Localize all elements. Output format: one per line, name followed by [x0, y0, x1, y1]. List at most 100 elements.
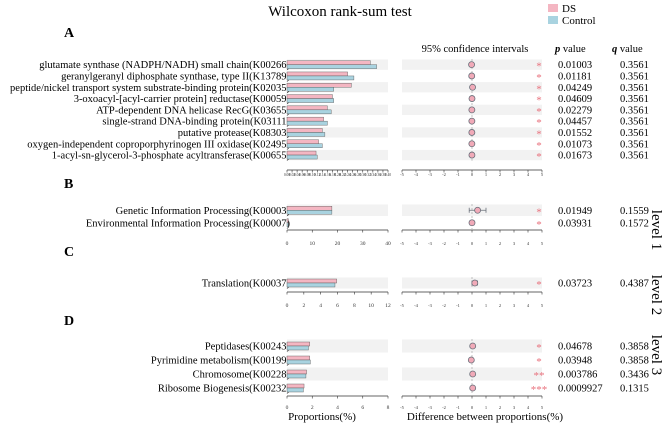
diff-tick-label: 3	[513, 172, 516, 177]
q-value: 0.3436	[620, 370, 649, 381]
row-label: 3-oxoacyl-[acyl-carrier protein] reducta…	[74, 94, 291, 105]
prop-tick-label: 0	[286, 405, 289, 411]
bar-control	[286, 345, 309, 351]
diff-point	[468, 72, 476, 80]
prop-tick-label: 4	[319, 303, 322, 309]
q-value: 0.3561	[620, 139, 649, 150]
diff-point	[467, 356, 475, 364]
bar-control	[286, 132, 326, 137]
diff-point	[468, 117, 476, 125]
q-value: 0.1559	[620, 206, 649, 217]
significance-stars: *	[536, 151, 542, 163]
p-value: 0.0009927	[558, 384, 603, 395]
row-label: Peptidases(K00243)	[205, 342, 291, 353]
prop-tick-label: 0.08	[304, 173, 310, 177]
level-label: level 1	[648, 210, 664, 250]
significance-stars: *	[536, 72, 542, 84]
p-value: 0.04678	[558, 342, 592, 353]
diff-tick-label: 3	[513, 405, 516, 410]
row-label: Chromosome(K00228)	[193, 370, 291, 381]
diff-tick-label: -5	[400, 241, 404, 246]
diff-tick-label: -2	[442, 303, 446, 308]
row-label: 1-acyl-sn-glycerol-3-phosphate acyltrans…	[52, 151, 291, 162]
x-axis-label-difference: Difference between proportions(%)	[407, 411, 564, 423]
bar-control	[286, 98, 334, 103]
significance-stars: *	[536, 95, 542, 107]
diff-point	[468, 95, 476, 102]
legend-label-control: Control	[562, 15, 596, 27]
prop-tick-label: 0.00	[284, 173, 290, 177]
diff-tick-label: 4	[527, 405, 530, 410]
diff-tick-label: 2	[499, 303, 501, 308]
diff-tick-label: -3	[428, 172, 432, 177]
diff-tick-label: -5	[400, 405, 404, 410]
p-value: 0.04457	[558, 117, 592, 128]
prop-tick-label: 0.40	[385, 173, 391, 177]
p-value: 0.01073	[558, 139, 592, 150]
prop-tick-label: 8	[353, 303, 356, 309]
significance-stars: *	[536, 356, 542, 368]
prop-tick-label: 30	[360, 241, 366, 247]
bar-control	[286, 75, 355, 81]
diff-tick-label: 3	[513, 303, 516, 308]
p-value-header: p value	[554, 44, 586, 55]
legend-label-ds: DS	[562, 3, 576, 15]
bar-control	[286, 210, 333, 215]
diff-tick-label: -1	[456, 303, 460, 308]
diff-tick-label: 1	[485, 241, 487, 246]
p-value: 0.03948	[558, 356, 592, 367]
row-label: glutamate synthase (NADPH/NADH) small ch…	[39, 60, 290, 71]
prop-tick-label: 20	[335, 241, 341, 247]
bar-ds	[286, 116, 324, 122]
prop-tick-label: 6	[361, 405, 364, 411]
p-value: 0.04609	[558, 94, 592, 105]
significance-stars: *	[536, 140, 542, 152]
row-label: putative protease(K08303)	[178, 128, 291, 139]
prop-tick-label: 10	[310, 241, 316, 247]
prop-tick-label: 4	[336, 405, 339, 411]
row-band	[287, 277, 388, 289]
bar-ds	[286, 94, 333, 99]
row-label: ATP-dependent DNA helicase RecG(K03655)	[96, 105, 290, 116]
x-axis-label-proportions: Proportions(%)	[288, 411, 356, 423]
row-label: Genetic Information Processing(K00003)	[116, 206, 291, 217]
p-value: 0.01949	[558, 206, 592, 217]
p-value: 0.03931	[558, 218, 592, 229]
diff-point	[468, 106, 476, 114]
prop-tick-label: 0.34	[370, 173, 376, 177]
bar-ds	[286, 60, 371, 65]
row-band	[287, 339, 388, 353]
diff-point	[469, 342, 477, 350]
diff-tick-label: 3	[513, 241, 516, 246]
diff-tick-label: -3	[428, 303, 432, 308]
bar-control	[286, 143, 323, 148]
bar-ds	[286, 218, 289, 223]
prop-tick-label: 2	[302, 303, 305, 309]
level-label: level 3	[648, 335, 664, 375]
prop-tick-label: 10	[368, 303, 374, 309]
row-label: single-strand DNA-binding protein(K03111…	[102, 117, 290, 128]
diff-point	[468, 140, 476, 148]
diff-tick-label: -3	[428, 241, 432, 246]
bar-control	[286, 222, 289, 227]
diff-point	[469, 370, 477, 378]
p-value: 0.02279	[558, 105, 592, 116]
significance-stars: *	[536, 128, 542, 140]
q-value: 0.3858	[620, 342, 649, 353]
p-value: 0.01003	[558, 60, 592, 71]
q-value: 0.3561	[620, 71, 649, 82]
diff-tick-label: -2	[442, 172, 446, 177]
panel-letter: C	[64, 245, 74, 260]
diff-point	[474, 206, 482, 214]
prop-tick-label: 0.26	[350, 173, 356, 177]
bar-control	[286, 359, 311, 365]
q-value: 0.1572	[620, 218, 649, 229]
prop-tick-label: 0.28	[355, 173, 361, 177]
diff-tick-label: 0	[471, 172, 474, 177]
diff-tick-label: -2	[442, 405, 446, 410]
diff-tick-label: 4	[527, 172, 530, 177]
legend-swatch-control	[548, 16, 558, 24]
bar-control	[286, 109, 332, 115]
